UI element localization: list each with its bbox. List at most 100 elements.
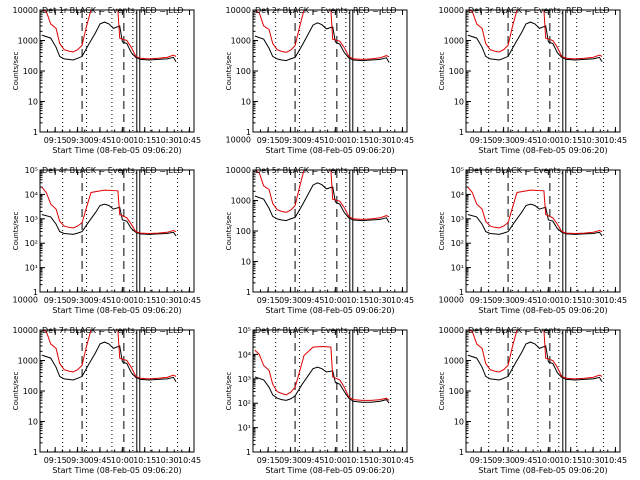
x-tick-label: 10:30 xyxy=(156,136,179,145)
panel-title: Det 1r BLACK = Events, RED = LLD xyxy=(42,6,184,15)
x-axis-label: Start Time (08-Feb-05 09:06:20) xyxy=(478,306,607,315)
x-tick-label: 09:30 xyxy=(492,456,515,465)
x-tick-label: 10:30 xyxy=(582,136,605,145)
y-axis-label: Counts/sec xyxy=(225,52,233,91)
series-line-events xyxy=(467,341,603,383)
y-tick-label: 100 xyxy=(23,67,38,76)
y-tick-label: 10 xyxy=(454,98,464,107)
y-axis-label: Counts/sec xyxy=(225,212,233,251)
y-tick-label: 10000 xyxy=(439,296,464,305)
panel-title: Det 6r BLACK = Events, RED = LLD xyxy=(468,166,610,175)
x-tick-label: 10:45 xyxy=(604,136,627,145)
series-line-events xyxy=(467,203,603,237)
x-tick-label: 09:30 xyxy=(66,296,89,305)
panel-title: Det 8r BLACK = Events, RED = LLD xyxy=(255,326,397,335)
panel-title: Det 9r BLACK = Events, RED = LLD xyxy=(468,326,610,335)
plot-frame xyxy=(39,169,195,293)
x-tick-label: 10:30 xyxy=(582,296,605,305)
x-tick-label: 09:15 xyxy=(257,296,280,305)
y-tick-label: 10² xyxy=(25,239,38,248)
x-tick-label: 10:30 xyxy=(369,296,392,305)
y-tick-label: 100 xyxy=(236,227,251,236)
y-tick-label: 10¹ xyxy=(25,264,38,273)
x-tick-label: 09:45 xyxy=(301,136,324,145)
y-axis-label: Counts/sec xyxy=(12,52,20,91)
series-line-events xyxy=(254,366,390,404)
x-axis-label: Start Time (08-Feb-05 09:06:20) xyxy=(265,146,394,155)
x-tick-label: 09:15 xyxy=(257,136,280,145)
series-line-events xyxy=(467,21,603,63)
chart-panel-det-2: 1 10 100 1000 10000 10000 09:1509:3009:4510:00… xyxy=(225,6,414,155)
x-tick-label: 10:30 xyxy=(582,456,605,465)
plot-frame xyxy=(465,169,621,293)
y-tick-label: 10 xyxy=(241,98,251,107)
x-tick-label: 10:00 xyxy=(537,136,560,145)
y-tick-label: 10³ xyxy=(451,215,464,224)
series-line-lld xyxy=(254,345,390,401)
series-line-events xyxy=(254,22,390,63)
series-line-lld xyxy=(467,186,603,235)
chart-panel-det-1: 1101001000100001000009:1509:3009:4510:00… xyxy=(12,6,201,155)
y-axis-label: Counts/sec xyxy=(225,372,233,411)
x-tick-label: 10:45 xyxy=(604,296,627,305)
x-tick-label: 10:00 xyxy=(324,136,347,145)
y-tick-label: 10¹ xyxy=(451,264,464,273)
y-tick-label: 1 xyxy=(33,128,38,137)
x-tick-label: 09:45 xyxy=(301,296,324,305)
y-tick-label: 100 xyxy=(449,387,464,396)
y-tick-label: 10000 xyxy=(13,6,38,15)
y-axis-label: Counts/sec xyxy=(438,52,446,91)
x-tick-label: 10:45 xyxy=(391,456,414,465)
y-tick-label: 1000 xyxy=(18,37,38,46)
y-tick-label: 1 xyxy=(459,128,464,137)
x-tick-label: 09:45 xyxy=(88,136,111,145)
y-axis-label: Counts/sec xyxy=(438,212,446,251)
chart-panel-det-3: 1101001000100001000009:1509:3009:4510:00… xyxy=(438,6,627,155)
y-tick-label: 10000 xyxy=(226,6,251,15)
y-tick-label: 10⁴ xyxy=(451,190,464,199)
x-tick-label: 10:00 xyxy=(111,136,134,145)
x-tick-label: 10:15 xyxy=(133,296,156,305)
y-tick-label: 1000 xyxy=(231,37,251,46)
x-tick-label: 10:45 xyxy=(178,456,201,465)
x-tick-label: 10:45 xyxy=(391,296,414,305)
series-line-events xyxy=(41,341,177,383)
x-tick-label: 10:45 xyxy=(178,296,201,305)
x-tick-label: 09:30 xyxy=(492,296,515,305)
y-tick-label: 10¹ xyxy=(238,424,251,433)
x-tick-label: 10:15 xyxy=(346,456,369,465)
series-line-events xyxy=(254,182,390,223)
x-tick-label: 10:00 xyxy=(537,296,560,305)
x-tick-label: 09:30 xyxy=(279,456,302,465)
y-tick-label: 10² xyxy=(238,399,251,408)
x-tick-label: 09:15 xyxy=(44,456,67,465)
x-tick-label: 09:45 xyxy=(514,456,537,465)
x-tick-label: 09:15 xyxy=(44,296,67,305)
panel-title: Det 3r BLACK = Events, RED = LLD xyxy=(468,6,610,15)
y-tick-label: 10 xyxy=(28,98,38,107)
x-tick-label: 09:15 xyxy=(470,456,493,465)
x-tick-label: 10:45 xyxy=(391,136,414,145)
series-line-lld xyxy=(41,186,177,235)
chart-panel-det-8: 1 10¹ 10² 10³ 10⁴ 10⁵ 09:15 09:30 09:45 10:00 10:1… xyxy=(225,326,414,475)
y-tick-label: 10000 xyxy=(13,326,38,335)
y-tick-label: 10 xyxy=(454,418,464,427)
y-tick-label: 10 xyxy=(241,258,251,267)
y-tick-label: 1000 xyxy=(444,357,464,366)
x-tick-label: 10:15 xyxy=(559,136,582,145)
y-tick-label: 10³ xyxy=(238,375,251,384)
y-tick-label: 10000 xyxy=(226,136,251,145)
x-tick-label: 10:15 xyxy=(346,136,369,145)
y-tick-label: 1000 xyxy=(231,197,251,206)
x-tick-label: 09:30 xyxy=(492,136,515,145)
y-tick-label: 1 xyxy=(459,288,464,297)
y-tick-label: 100 xyxy=(236,67,251,76)
x-tick-label: 09:45 xyxy=(88,456,111,465)
y-tick-label: 10 xyxy=(28,418,38,427)
x-tick-label: 10:00 xyxy=(537,456,560,465)
y-tick-label: 100 xyxy=(449,67,464,76)
y-tick-label: 10000 xyxy=(226,166,251,175)
x-tick-label: 10:30 xyxy=(156,296,179,305)
